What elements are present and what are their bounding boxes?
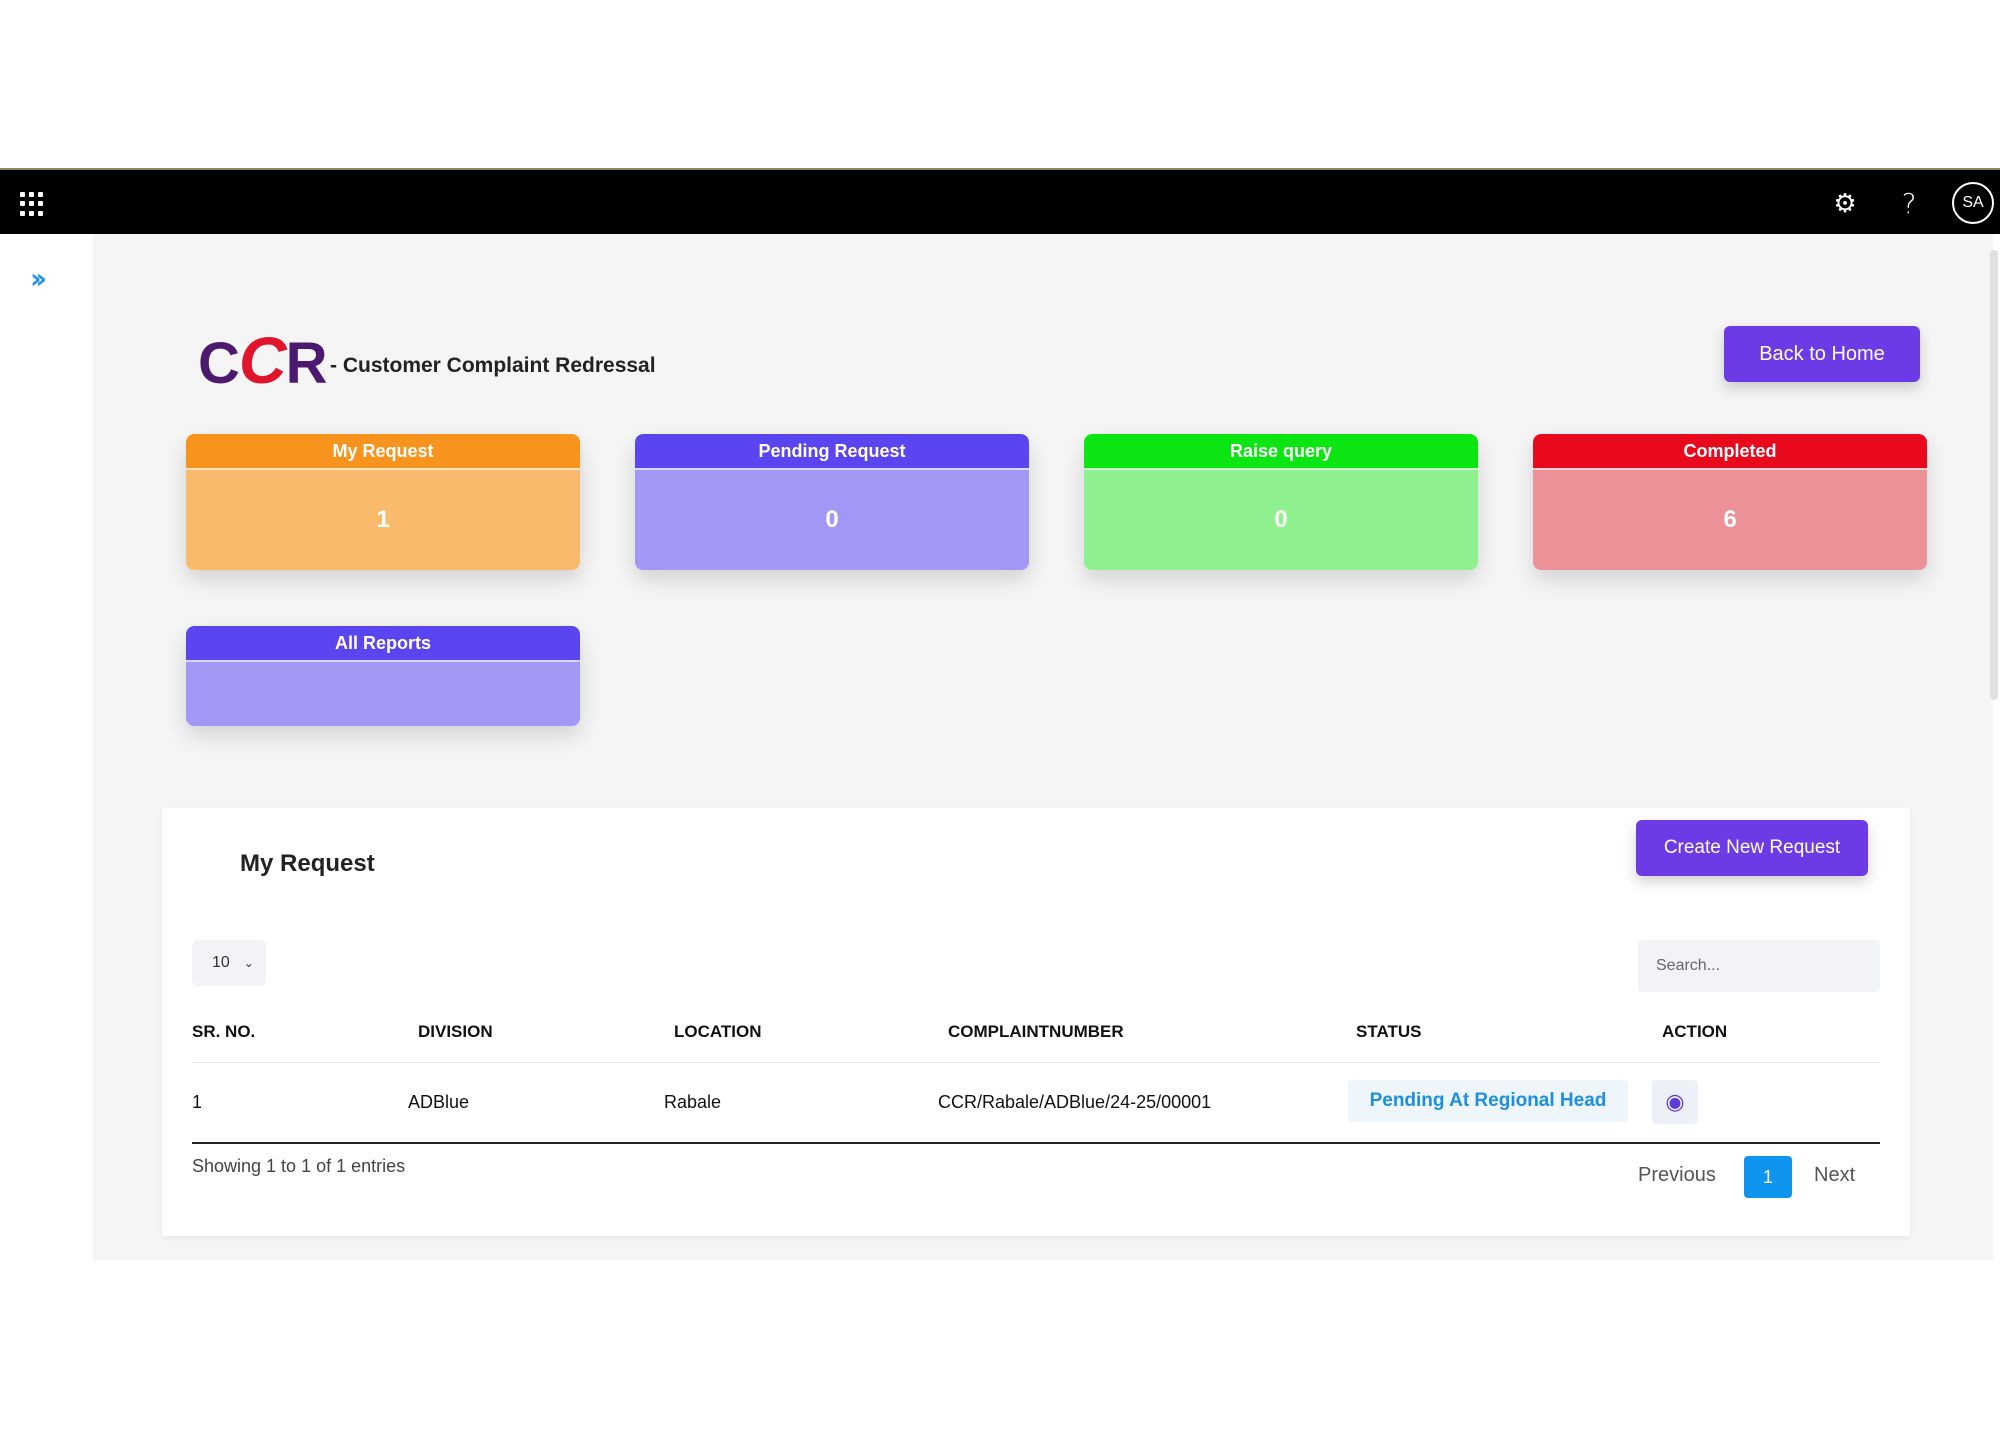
column-header-action[interactable]: ACTION [1662,1022,1728,1041]
expand-sidebar-icon[interactable]: ›› [30,262,47,295]
pagination-next[interactable]: Next [1814,1164,1856,1186]
entries-info: Showing 1 to 1 of 1 entries [192,1156,406,1176]
pagination-previous[interactable]: Previous [1638,1164,1716,1186]
ccr-logo: CCR [198,323,327,397]
table-bottom-border [192,1142,1880,1144]
help-icon[interactable]: ? [1901,186,1917,220]
card-value: 6 [1533,468,1927,570]
card-title: My Request [186,434,580,468]
cell-division: ADBlue [408,1092,470,1112]
cell-sr-no: 1 [192,1092,203,1112]
status-badge: Pending At Regional Head [1348,1080,1628,1122]
chevron-down-icon: ⌄ [243,956,254,970]
cell-location: Rabale [664,1092,722,1112]
scrollbar[interactable] [1990,250,1998,700]
header-divider [192,1062,1880,1063]
card-raise-query[interactable]: Raise query 0 [1084,434,1478,570]
app-launcher-icon[interactable] [20,192,44,216]
column-header-sr-no[interactable]: SR. NO. [192,1022,256,1041]
column-header-location[interactable]: LOCATION [674,1022,762,1041]
page-length-value: 10 [212,954,230,971]
my-request-panel: My Request Create New Request 10 ⌄ SR. N… [162,808,1910,1236]
card-title: Raise query [1084,434,1478,468]
search-input[interactable] [1638,940,1880,992]
card-completed[interactable]: Completed 6 [1533,434,1927,570]
create-new-request-button[interactable]: Create New Request [1636,820,1868,876]
back-to-home-button[interactable]: Back to Home [1724,326,1920,382]
avatar[interactable]: SA [1952,182,1994,224]
cell-complaint-number: CCR/Rabale/ADBlue/24-25/00001 [938,1092,1212,1112]
card-title: Pending Request [635,434,1029,468]
left-rail [0,234,93,1260]
page-subtitle: - Customer Complaint Redressal [330,354,656,377]
column-header-complaint-number[interactable]: COMPLAINTNUMBER [948,1022,1124,1041]
panel-title: My Request [240,850,375,877]
gear-icon[interactable]: ⚙ [1833,187,1857,218]
card-pending-request[interactable]: Pending Request 0 [635,434,1029,570]
card-value: 1 [186,468,580,570]
card-title: Completed [1533,434,1927,468]
pagination-current-page[interactable]: 1 [1744,1156,1792,1198]
card-my-request[interactable]: My Request 1 [186,434,580,570]
card-all-reports[interactable]: All Reports [186,626,580,726]
card-value: 0 [635,468,1029,570]
column-header-status[interactable]: STATUS [1356,1022,1422,1041]
card-value [186,660,580,726]
column-header-division[interactable]: DIVISION [418,1022,493,1041]
view-eye-icon[interactable]: ◉ [1652,1080,1698,1124]
card-value: 0 [1084,468,1478,570]
top-bar: ⚙ ? SA [0,168,2000,234]
card-title: All Reports [186,626,580,660]
page-length-select[interactable]: 10 ⌄ [192,940,266,986]
